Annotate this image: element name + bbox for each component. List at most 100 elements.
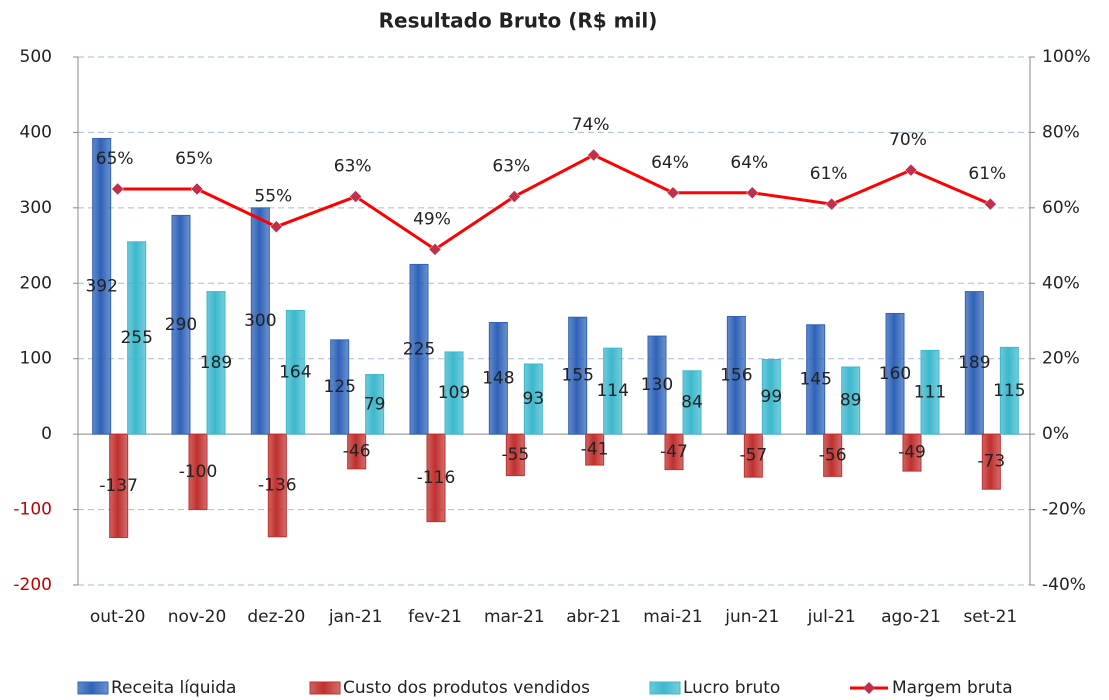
bar (999, 346, 1019, 435)
y-tick-label: 100 (20, 349, 52, 369)
line-label: 65% (96, 149, 134, 169)
bar (647, 335, 667, 435)
bar-label: 164 (279, 362, 311, 382)
bar (964, 291, 984, 435)
bar (171, 214, 191, 435)
y-tick-label: -100 (13, 500, 52, 520)
legend-swatch (77, 681, 109, 695)
x-tick-label: nov-20 (168, 607, 227, 627)
bar (426, 433, 446, 523)
bar (267, 433, 287, 538)
bar-label: -136 (258, 475, 297, 495)
marker (983, 197, 997, 211)
bar-label: 114 (596, 381, 628, 401)
bar (109, 433, 129, 538)
bar (523, 363, 543, 435)
bar (743, 433, 763, 478)
marker (507, 190, 521, 203)
bar-label: 130 (641, 375, 673, 395)
bar-label: 225 (403, 339, 435, 359)
bar (127, 241, 147, 435)
bar (92, 137, 112, 435)
marker (666, 186, 680, 200)
bar-label: -47 (660, 442, 688, 462)
x-tick-label: out-20 (90, 607, 146, 627)
y-tick-label: -200 (13, 575, 52, 595)
bar (902, 433, 922, 472)
bar-label: 99 (761, 387, 783, 407)
x-tick-label: dez-20 (247, 607, 305, 627)
bar-label: 155 (561, 366, 593, 386)
bar-label: 79 (364, 394, 386, 414)
y2-tick-label: 100% (1042, 47, 1091, 67)
bar (330, 339, 350, 435)
chart-title: Resultado Bruto (R$ mil) (379, 9, 658, 33)
y2-tick-label: 80% (1042, 122, 1080, 142)
marker (745, 186, 759, 200)
marker (349, 190, 363, 203)
marker (111, 182, 125, 196)
x-tick-label: jan-21 (328, 607, 383, 627)
bar-label: -73 (977, 452, 1005, 472)
bar-label: -57 (739, 446, 767, 466)
line-label: 55% (254, 187, 292, 207)
line-label: 61% (810, 164, 848, 184)
x-tick-label: mar-21 (484, 607, 545, 627)
bar-label: 189 (958, 353, 990, 373)
bar (206, 291, 226, 435)
bar (841, 366, 861, 435)
y2-tick-label: 0% (1042, 424, 1069, 444)
y-tick-label: 500 (20, 47, 52, 67)
legend-label: Receita líquida (111, 678, 236, 698)
line-label: 65% (175, 149, 213, 169)
bar (365, 374, 385, 435)
bar (885, 312, 905, 435)
bar (285, 309, 305, 435)
bar-label: 392 (85, 276, 117, 296)
bar-label: 255 (120, 328, 152, 348)
bar (188, 433, 208, 511)
line-label: 49% (413, 209, 451, 229)
line-label: 61% (968, 164, 1006, 184)
legend-marker (863, 682, 875, 694)
bar-label: 111 (914, 382, 946, 402)
x-tick-label: jul-21 (807, 607, 856, 627)
y2-tick-label: -40% (1042, 575, 1086, 595)
bar-label: -46 (343, 441, 371, 461)
bar-label: 125 (323, 377, 355, 397)
x-tick-label: mai-21 (643, 607, 702, 627)
bar-label: -41 (581, 440, 609, 460)
line-label: 74% (572, 115, 610, 135)
line-label: 64% (651, 153, 689, 173)
legend-label: Lucro bruto (683, 678, 780, 698)
marker (428, 242, 442, 256)
y2-tick-label: 40% (1042, 273, 1080, 293)
line-label: 63% (492, 157, 530, 177)
bar (505, 433, 525, 477)
marker (825, 197, 839, 211)
bar-label: -116 (417, 468, 456, 488)
bar-label: -137 (99, 476, 138, 496)
marker (587, 148, 601, 162)
x-tick-label: abr-21 (566, 607, 621, 627)
bar (250, 207, 270, 435)
marker (190, 182, 204, 196)
bar (682, 370, 702, 435)
y2-tick-label: -20% (1042, 500, 1086, 520)
bar (920, 349, 940, 435)
bar (603, 347, 623, 435)
bar-label: 290 (165, 315, 197, 335)
legend-swatch (649, 681, 681, 695)
bar (585, 433, 605, 466)
y-tick-label: 400 (20, 122, 52, 142)
bar (981, 433, 1001, 490)
x-tick-label: ago-21 (881, 607, 941, 627)
bar (664, 433, 684, 471)
line-label: 70% (889, 130, 927, 150)
bar-label: 156 (720, 365, 752, 385)
bar-label: 93 (523, 389, 545, 409)
bar (488, 322, 508, 435)
y-tick-label: 200 (20, 273, 52, 293)
